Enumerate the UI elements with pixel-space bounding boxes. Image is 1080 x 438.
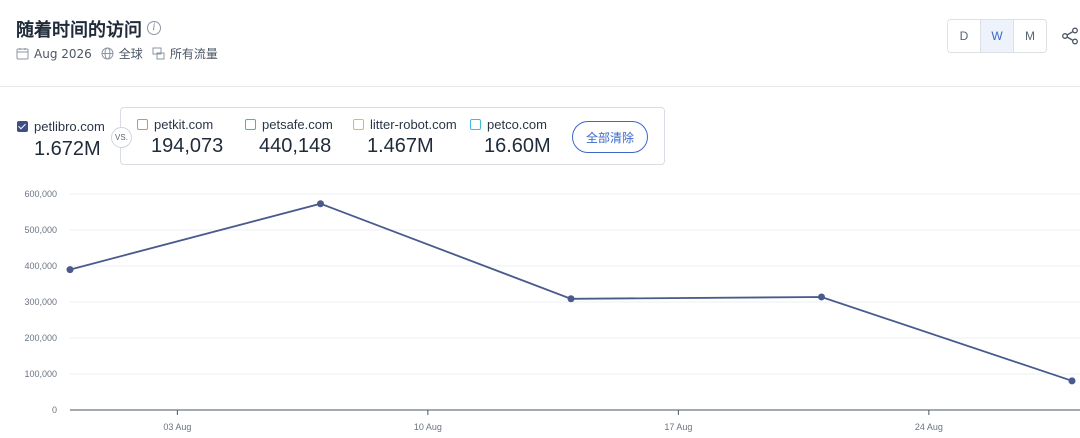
x-tick-label: 24 Aug <box>915 422 943 432</box>
competitor-checkbox[interactable] <box>470 119 481 130</box>
data-point <box>567 295 575 303</box>
calendar-icon <box>16 48 29 60</box>
data-point <box>66 266 74 274</box>
visits-line-chart: 0 100,000 200,000 300,000 400,000 500,000 600,… <box>24 189 1080 432</box>
chart-header: 随着时间的访问 i Aug 2026 全球 所有流量 D W M <box>0 0 1080 87</box>
competitor-name: litter-robot.com <box>370 117 457 132</box>
competitor-checkbox[interactable] <box>137 119 148 130</box>
region-filter[interactable]: 全球 <box>101 45 143 62</box>
traffic-label: 所有流量 <box>169 47 218 61</box>
date-label: Aug 2026 <box>34 46 92 61</box>
page-title: 随着时间的访问 <box>16 20 142 41</box>
granularity-toggle: D W M <box>947 19 1047 53</box>
vs-badge: VS. <box>111 127 132 148</box>
clear-all-button[interactable]: 全部清除 <box>572 121 648 153</box>
y-tick-label: 200,000 <box>24 333 57 343</box>
granularity-day[interactable]: D <box>948 20 981 52</box>
y-tick-label: 500,000 <box>24 225 57 235</box>
competitor-value: 16.60M <box>484 135 551 157</box>
traffic-icon <box>152 47 165 60</box>
data-point <box>317 200 324 208</box>
competitor-petsafe[interactable]: petsafe.com 440,148 <box>245 117 333 158</box>
y-tick-label: 300,000 <box>24 297 57 307</box>
competitor-value: 194,073 <box>151 135 224 157</box>
x-tick-label: 17 Aug <box>664 422 692 432</box>
region-label: 全球 <box>118 47 143 61</box>
y-tick-label: 600,000 <box>24 189 57 199</box>
y-tick-label: 400,000 <box>24 261 57 271</box>
main-site-value: 1.672M <box>34 138 101 160</box>
granularity-month[interactable]: M <box>1025 29 1035 43</box>
competitor-litter-robot[interactable]: litter-robot.com 1.467M <box>353 117 457 158</box>
competitor-petco[interactable]: petco.com 16.60M <box>470 117 551 158</box>
x-tick-label: 03 Aug <box>163 422 191 432</box>
meta-bar: Aug 2026 全球 所有流量 <box>16 45 227 62</box>
competitor-name: petkit.com <box>154 117 214 132</box>
competitor-checkbox[interactable] <box>245 119 256 130</box>
y-tick-label: 100,000 <box>24 369 57 379</box>
main-site-legend: petlibro.com 1.672M <box>17 119 105 161</box>
competitor-petkit[interactable]: petkit.com 194,073 <box>137 117 223 158</box>
y-tick-label: 0 <box>52 405 57 415</box>
main-site-checkbox[interactable] <box>17 121 28 132</box>
granularity-week[interactable]: W <box>981 20 1014 52</box>
globe-icon <box>101 47 114 60</box>
competitor-name: petco.com <box>487 117 547 132</box>
data-point <box>1068 377 1076 385</box>
competitor-box: petkit.com 194,073 petsafe.com 440,148 l… <box>120 107 665 165</box>
share-icon[interactable] <box>1061 27 1079 45</box>
main-site-name: petlibro.com <box>34 119 105 134</box>
date-filter[interactable]: Aug 2026 <box>16 47 92 61</box>
competitor-value: 1.467M <box>367 135 434 157</box>
data-point <box>818 293 825 301</box>
competitor-name: petsafe.com <box>262 117 333 132</box>
competitor-checkbox[interactable] <box>353 119 364 130</box>
info-icon[interactable]: i <box>147 21 161 35</box>
competitor-value: 440,148 <box>259 135 332 157</box>
traffic-filter[interactable]: 所有流量 <box>152 45 218 62</box>
x-tick-label: 10 Aug <box>414 422 442 432</box>
